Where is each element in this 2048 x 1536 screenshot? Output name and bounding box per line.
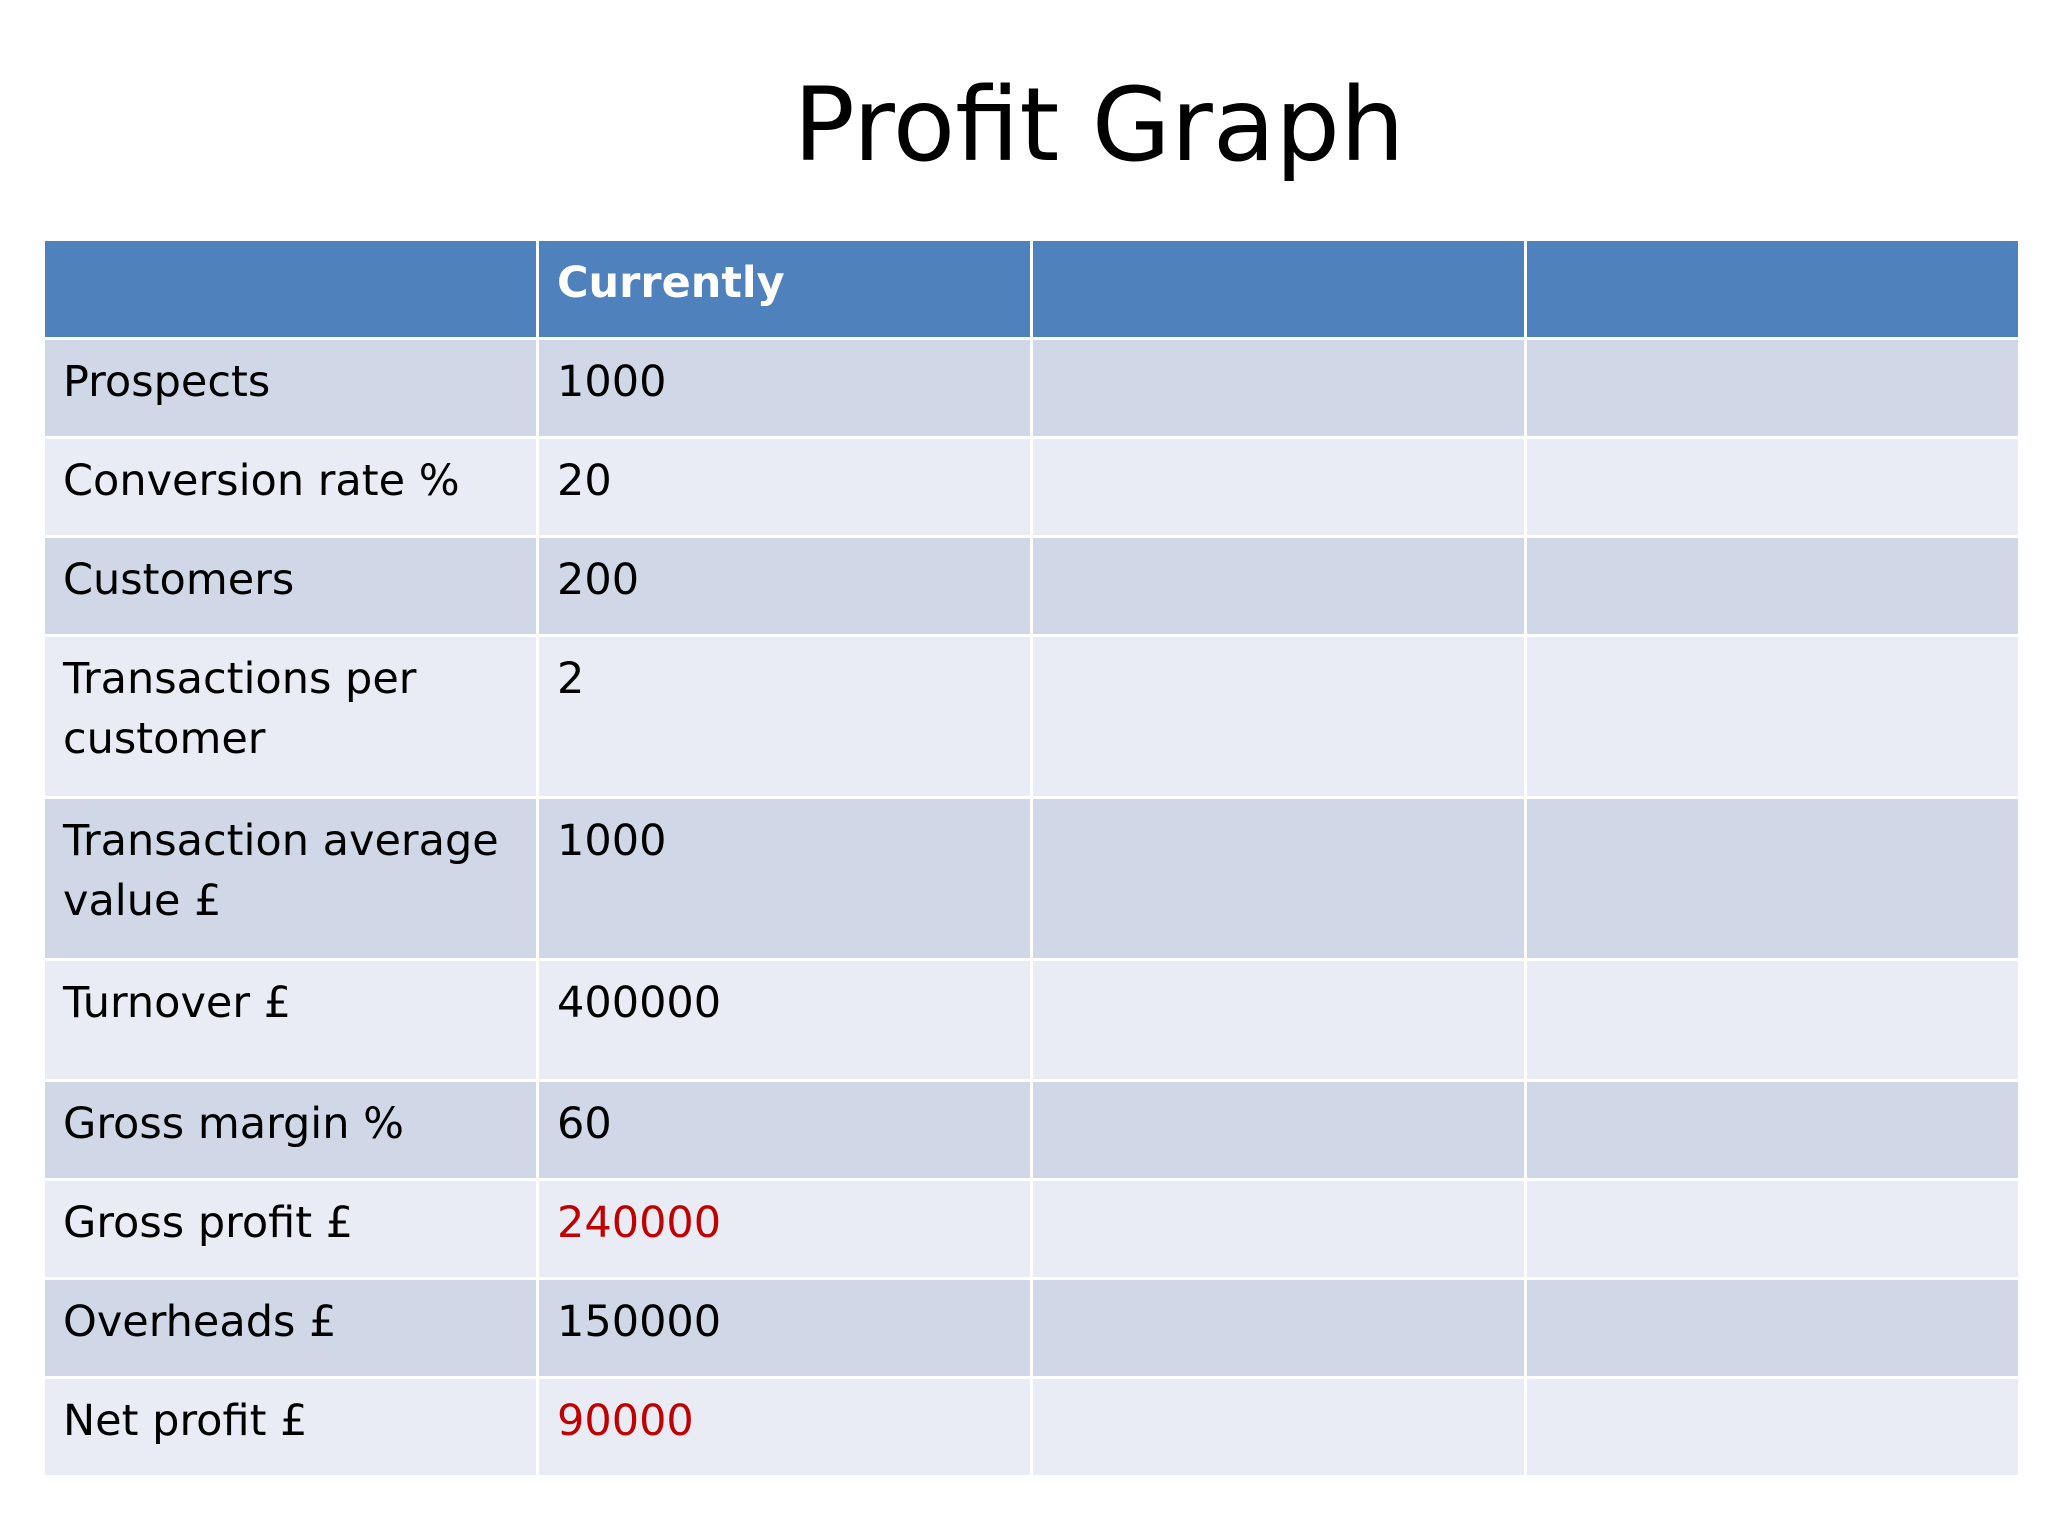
row-current-value: 20: [536, 436, 1033, 538]
empty-cell: [1524, 436, 2021, 538]
row-current-value: 1000: [536, 796, 1033, 961]
row-current-value: 400000: [536, 958, 1033, 1082]
table-row: Net profit £ 90000: [42, 1376, 2021, 1478]
empty-cell: [1524, 634, 2021, 799]
table-header-row: Currently: [42, 238, 2021, 340]
row-label: Gross profit £: [42, 1178, 539, 1280]
row-current-value: 150000: [536, 1277, 1033, 1379]
row-current-value: 90000: [536, 1376, 1033, 1478]
row-label: Turnover £: [42, 958, 539, 1082]
empty-cell: [1030, 337, 1527, 439]
empty-cell: [1524, 1277, 2021, 1379]
table-row: Transaction average value £ 1000: [42, 796, 2021, 961]
row-label: Customers: [42, 535, 539, 637]
row-current-value: 60: [536, 1079, 1033, 1181]
row-current-value: 240000: [536, 1178, 1033, 1280]
row-current-value: 1000: [536, 337, 1033, 439]
empty-cell: [1030, 1376, 1527, 1478]
empty-cell: [1524, 1376, 2021, 1478]
table-row: Gross profit £ 240000: [42, 1178, 2021, 1280]
table-row: Overheads £ 150000: [42, 1277, 2021, 1379]
empty-cell: [1030, 796, 1527, 961]
slide-title: Profit Graph: [793, 66, 1405, 185]
row-current-value: 2: [536, 634, 1033, 799]
empty-cell: [1524, 337, 2021, 439]
table-row: Transactions per customer 2: [42, 634, 2021, 799]
empty-cell: [1030, 436, 1527, 538]
row-label: Transaction average value £: [42, 796, 539, 961]
row-label: Overheads £: [42, 1277, 539, 1379]
table-row: Customers 200: [42, 535, 2021, 637]
header-cell-label: [42, 238, 539, 340]
header-cell-empty: [1030, 238, 1527, 340]
row-label: Transactions per customer: [42, 634, 539, 799]
empty-cell: [1030, 958, 1527, 1082]
row-label: Gross margin %: [42, 1079, 539, 1181]
empty-cell: [1030, 1178, 1527, 1280]
profit-table: Currently Prospects 1000 Conversion rate…: [42, 238, 2021, 1478]
table-row: Gross margin % 60: [42, 1079, 2021, 1181]
empty-cell: [1524, 796, 2021, 961]
empty-cell: [1524, 1079, 2021, 1181]
empty-cell: [1524, 958, 2021, 1082]
table-row: Conversion rate % 20: [42, 436, 2021, 538]
empty-cell: [1030, 1277, 1527, 1379]
row-current-value: 200: [536, 535, 1033, 637]
header-cell-currently: Currently: [536, 238, 1033, 340]
table-row: Turnover £ 400000: [42, 958, 2021, 1082]
row-label: Conversion rate %: [42, 436, 539, 538]
header-cell-empty: [1524, 238, 2021, 340]
empty-cell: [1524, 535, 2021, 637]
row-label: Prospects: [42, 337, 539, 439]
empty-cell: [1524, 1178, 2021, 1280]
table-row: Prospects 1000: [42, 337, 2021, 439]
empty-cell: [1030, 634, 1527, 799]
empty-cell: [1030, 535, 1527, 637]
row-label: Net profit £: [42, 1376, 539, 1478]
empty-cell: [1030, 1079, 1527, 1181]
